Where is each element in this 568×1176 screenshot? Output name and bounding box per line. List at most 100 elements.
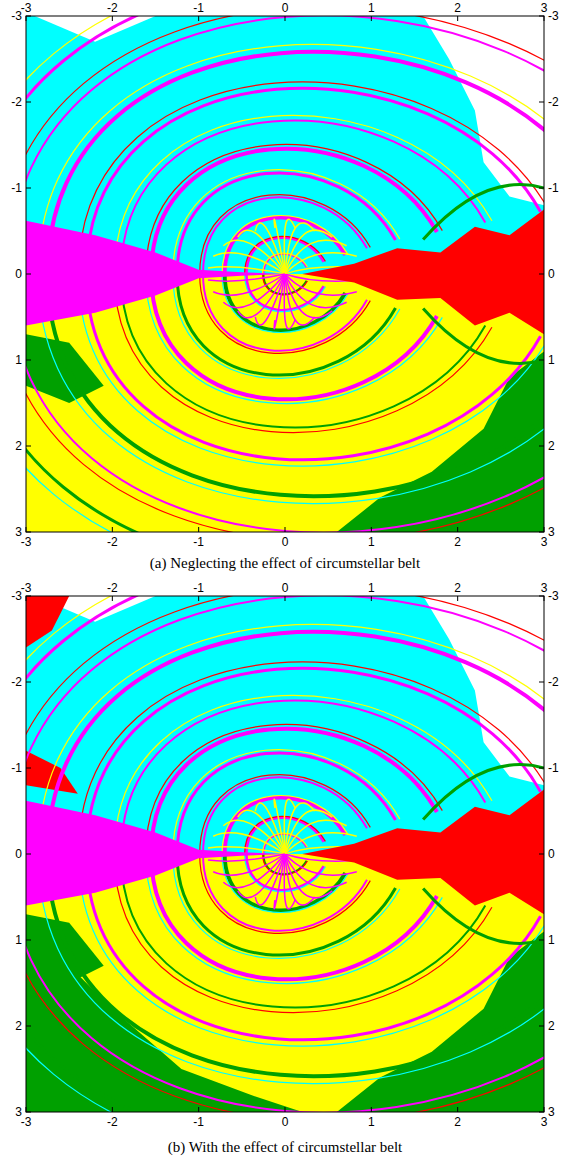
filament: [423, 185, 544, 240]
tick: [539, 274, 544, 275]
tick-label: -1: [193, 1, 204, 15]
tick-label: -2: [11, 675, 22, 689]
tick: [539, 102, 544, 103]
filament: [225, 797, 346, 854]
tick-label: 2: [454, 1115, 461, 1129]
tick-label: 0: [282, 1115, 289, 1129]
tick: [26, 1026, 31, 1027]
tick: [285, 596, 286, 601]
filament: [121, 700, 485, 854]
tick: [285, 1107, 286, 1112]
tick-label: 1: [368, 1115, 375, 1129]
tick-label: 1: [548, 933, 555, 947]
tick-label: -3: [21, 535, 32, 549]
tick: [26, 360, 31, 361]
tick-label: 0: [15, 847, 22, 861]
filament: [284, 799, 295, 854]
basin-region: [302, 790, 544, 915]
tick: [539, 682, 544, 683]
tick-label: -1: [548, 761, 559, 775]
tick-label: 0: [15, 267, 22, 281]
filament: [225, 217, 346, 274]
tick: [26, 274, 31, 275]
filament: [173, 854, 400, 958]
tick: [371, 527, 372, 532]
tick-label: 1: [15, 933, 22, 947]
tick: [198, 16, 199, 21]
tick: [457, 16, 458, 21]
tick: [544, 16, 545, 21]
tick: [198, 1107, 199, 1112]
filament: [213, 253, 285, 274]
filament: [173, 170, 400, 274]
filament: [213, 854, 285, 875]
tick-label: 1: [368, 535, 375, 549]
tick: [26, 1112, 31, 1113]
filament: [284, 854, 295, 909]
tick-label: -2: [107, 535, 118, 549]
filament: [177, 173, 395, 274]
filament: [285, 803, 315, 854]
tick: [544, 596, 545, 601]
tick: [26, 16, 27, 21]
plot-area: [26, 596, 544, 1112]
tick-label: 3: [541, 535, 548, 549]
tick: [371, 16, 372, 21]
filament: [200, 195, 371, 274]
tick-label: -1: [11, 181, 22, 195]
filament: [222, 274, 348, 332]
tick-label: -3: [21, 1, 32, 15]
tick: [539, 532, 544, 533]
filament: [177, 854, 395, 955]
filament: [225, 854, 346, 911]
tick-label: 2: [15, 439, 22, 453]
tick: [457, 527, 458, 532]
tick: [539, 768, 544, 769]
tick: [112, 1107, 113, 1112]
tick: [539, 188, 544, 189]
caption: (a) Neglecting the effect of circumstell…: [150, 555, 421, 572]
tick: [198, 527, 199, 532]
tick: [112, 16, 113, 21]
tick-label: 1: [368, 581, 375, 595]
filament: [200, 775, 371, 854]
tick-label: -3: [548, 589, 559, 603]
tick-label: 2: [15, 1019, 22, 1033]
tick: [26, 596, 31, 597]
filament: [284, 219, 295, 274]
filament: [285, 223, 315, 274]
tick: [539, 596, 544, 597]
tick: [539, 16, 544, 17]
tick-label: 2: [454, 535, 461, 549]
tick-label: -2: [548, 675, 559, 689]
tick: [539, 446, 544, 447]
tick: [26, 940, 31, 941]
tick-label: 3: [15, 1105, 22, 1119]
frame: [26, 596, 544, 1112]
frame: [26, 16, 544, 532]
tick-label: -1: [193, 1115, 204, 1129]
tick: [26, 854, 31, 855]
plot-area: [26, 16, 544, 532]
filament: [203, 854, 367, 931]
caption: (b) With the effect of circumstellar bel…: [168, 1139, 403, 1156]
filament: [285, 854, 315, 905]
tick: [26, 596, 27, 601]
filament: [203, 197, 367, 274]
panel: -3-3-2-2-1-100112233-3-3-2-2-1-100112233…: [0, 545, 568, 1163]
tick-label: 1: [368, 1, 375, 15]
tick: [371, 596, 372, 601]
tick-label: 2: [454, 581, 461, 595]
tick: [26, 188, 31, 189]
tick-label: 2: [454, 1, 461, 15]
tick-label: -1: [548, 181, 559, 195]
filament: [114, 695, 492, 854]
filament: [177, 753, 395, 854]
filament: [222, 796, 348, 854]
filament: [222, 854, 348, 912]
filament: [200, 274, 371, 353]
filament: [203, 777, 367, 854]
tick-label: 3: [548, 1105, 555, 1119]
tick: [539, 854, 544, 855]
tick-label: -2: [107, 1, 118, 15]
